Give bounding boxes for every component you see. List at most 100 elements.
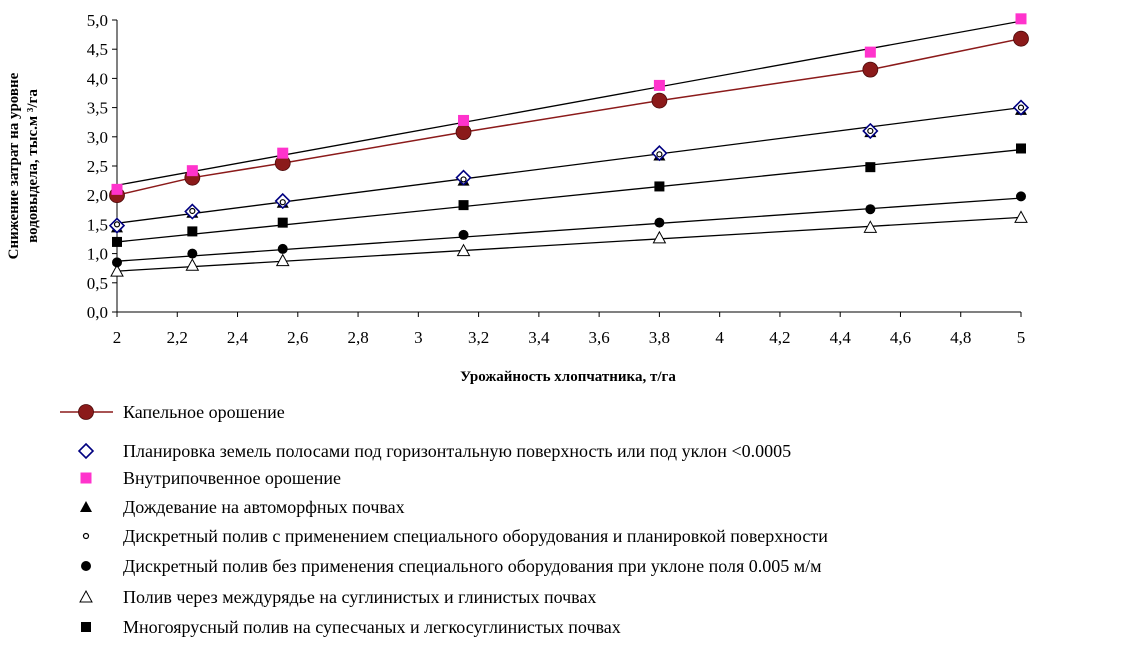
legend-label: Дискретный полив с применением специальн… [123, 526, 828, 546]
data-point [1016, 191, 1026, 202]
data-point [187, 248, 198, 259]
series-line [116, 37, 1022, 196]
x-tick-label: 2 [113, 328, 122, 347]
legend-label: Капельное орошение [123, 402, 285, 422]
x-tick-label: 4 [715, 328, 724, 347]
y-tick-label: 1,0 [87, 245, 108, 264]
legend-marker [79, 589, 93, 603]
data-point [186, 165, 198, 177]
data-point [653, 79, 665, 91]
data-point [458, 114, 470, 126]
data-point [277, 217, 288, 228]
data-point [110, 264, 124, 277]
y-tick-label: 1,5 [87, 215, 108, 234]
x-tick-label: 3,2 [468, 328, 489, 347]
data-point [112, 257, 122, 268]
legend-marker [80, 501, 92, 512]
series-group [111, 13, 1027, 195]
data-point [113, 221, 121, 228]
y-axis-title-line-1: Снижение затрат на уровне [6, 72, 22, 259]
data-point [455, 124, 472, 141]
data-point [275, 253, 290, 267]
x-tick-label: 2,2 [167, 328, 188, 347]
series-group [108, 99, 1030, 234]
x-tick-label: 3,8 [649, 328, 670, 347]
legend-marker [80, 472, 92, 484]
trendline [116, 106, 1022, 224]
legend-marker [81, 561, 91, 571]
legend-marker [77, 442, 95, 460]
trendline [116, 197, 1022, 262]
y-tick-label: 5,0 [87, 11, 108, 30]
y-tick-label: 3,5 [87, 99, 108, 118]
x-tick-label: 3,6 [589, 328, 610, 347]
legend-label: Полив через междурядье на суглинистых и … [123, 587, 596, 607]
x-tick-label: 4,4 [830, 328, 852, 347]
data-point [458, 200, 469, 211]
data-point [865, 162, 876, 173]
legend-marker [81, 622, 91, 632]
legend-marker [82, 532, 90, 540]
y-tick-label: 4,5 [87, 40, 108, 59]
series-group [110, 210, 1028, 277]
legend-label: Планировка земель полосами под горизонта… [123, 441, 791, 461]
axes: 0,0 0,5 1,0 1,5 2,0 2,5 3,0 3,5 4,0 4,5 5,0 2 2,2 2,4… [87, 11, 1026, 347]
y-tick-label: 2,0 [87, 186, 108, 205]
series-group [112, 143, 1026, 247]
data-point [1017, 104, 1025, 111]
x-tick-label: 4,2 [769, 328, 790, 347]
legend-marker [78, 404, 94, 420]
legend: Капельное орошение Планировка земель поло… [60, 402, 828, 637]
y-axis-title-line-2: водовыдела, тыс.м ³/га [25, 89, 41, 243]
data-point [185, 258, 200, 271]
data-point [1016, 143, 1026, 154]
data-point [863, 220, 878, 233]
legend-label: Внутрипочвенное орошение [123, 468, 341, 488]
data-point [112, 236, 122, 247]
data-point [652, 230, 667, 244]
x-axis-title: Урожайность хлопчатника, т/га [460, 369, 676, 385]
x-tick-label: 2,8 [347, 328, 368, 347]
data-point [279, 199, 286, 206]
y-tick-label: 2,5 [87, 157, 108, 176]
y-tick-label: 0,0 [87, 303, 108, 322]
x-tick-label: 5 [1017, 328, 1026, 347]
data-point [189, 207, 196, 215]
data-point [651, 92, 668, 109]
legend-label: Многоярусный полив на супесчаных и легко… [123, 617, 621, 637]
data-point [460, 176, 467, 183]
data-point [111, 183, 123, 195]
data-point [187, 226, 198, 237]
x-tick-label: 3 [414, 328, 423, 347]
data-point [654, 217, 665, 228]
data-point [1013, 30, 1029, 47]
legend-label: Дождевание на автоморфных почвах [123, 497, 405, 517]
data-point [865, 204, 876, 215]
data-point [864, 46, 876, 58]
data-point [1015, 13, 1027, 25]
x-tick-label: 4,6 [890, 328, 911, 347]
data-point [456, 243, 471, 257]
trendline [116, 20, 1022, 186]
series-layer [108, 13, 1030, 277]
legend-label: Дискретный полив без применения специаль… [123, 556, 822, 576]
data-point [862, 61, 879, 78]
x-tick-label: 4,8 [950, 328, 971, 347]
trendlines [116, 20, 1022, 272]
data-point [656, 151, 663, 158]
trendline [116, 216, 1022, 272]
y-tick-label: 4,0 [87, 69, 108, 88]
data-point [1014, 210, 1028, 223]
data-point [458, 229, 469, 240]
series-group [112, 191, 1026, 268]
data-point [277, 243, 288, 254]
x-tick-label: 3,4 [528, 328, 550, 347]
series-group [113, 104, 1025, 228]
series-group [109, 30, 1029, 204]
data-point [867, 127, 874, 135]
data-point [654, 181, 665, 192]
y-tick-label: 0,5 [87, 274, 108, 293]
x-tick-label: 2,6 [287, 328, 308, 347]
x-tick-label: 2,4 [227, 328, 249, 347]
